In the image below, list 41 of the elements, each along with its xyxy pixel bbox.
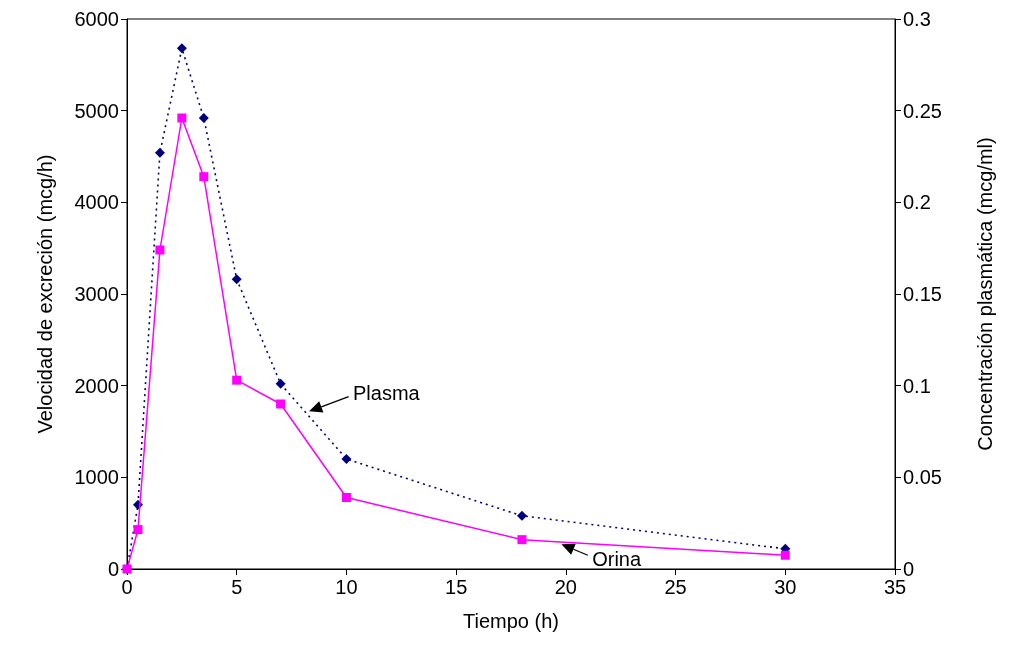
y-tick-label: 6000 xyxy=(74,8,119,30)
x-tick-label: 5 xyxy=(231,576,243,598)
point xyxy=(275,378,286,389)
point xyxy=(155,245,165,255)
series-label: Orina xyxy=(592,547,642,570)
point xyxy=(276,399,286,409)
point xyxy=(516,510,527,521)
x-tick-label: 10 xyxy=(335,576,358,598)
y-tick-label: 4000 xyxy=(74,191,119,214)
point xyxy=(154,147,165,158)
y-axis-title: Velocidad de excreción (mcg/h) xyxy=(34,154,56,434)
y2-tick-label: 0.2 xyxy=(903,191,931,214)
y-tick-label: 1000 xyxy=(74,466,119,489)
point xyxy=(133,525,143,535)
point xyxy=(176,43,187,54)
x-tick-label: 15 xyxy=(445,576,468,598)
x-tick-label: 25 xyxy=(664,576,687,598)
x-tick-label: 30 xyxy=(774,576,797,598)
point xyxy=(780,550,790,560)
x-tick-label: 0 xyxy=(121,576,133,598)
y-tick-label: 3000 xyxy=(74,283,119,305)
y2-tick-label: 0.05 xyxy=(903,466,942,489)
y2-tick-label: 0.1 xyxy=(903,374,931,397)
point xyxy=(517,535,527,545)
x-tick-label: 20 xyxy=(554,576,577,598)
point xyxy=(199,172,209,182)
y2-tick-label: 0.25 xyxy=(903,99,942,122)
y-tick-label: 0 xyxy=(107,558,119,580)
text: Plasma xyxy=(353,382,421,404)
y-tick-label: 2000 xyxy=(74,374,119,397)
y2-tick-label: 0.15 xyxy=(903,283,942,305)
x-axis-title: Tiempo (h) xyxy=(463,610,559,632)
y2-axis-title: Concentración plasmática (mcg/ml) xyxy=(974,137,996,451)
point xyxy=(341,454,352,464)
point xyxy=(341,493,351,502)
y-tick-label: 5000 xyxy=(74,99,119,122)
point xyxy=(232,375,242,385)
point xyxy=(231,274,242,285)
point xyxy=(177,113,187,123)
point xyxy=(198,113,209,123)
y2-tick-label: 0.3 xyxy=(903,8,931,30)
